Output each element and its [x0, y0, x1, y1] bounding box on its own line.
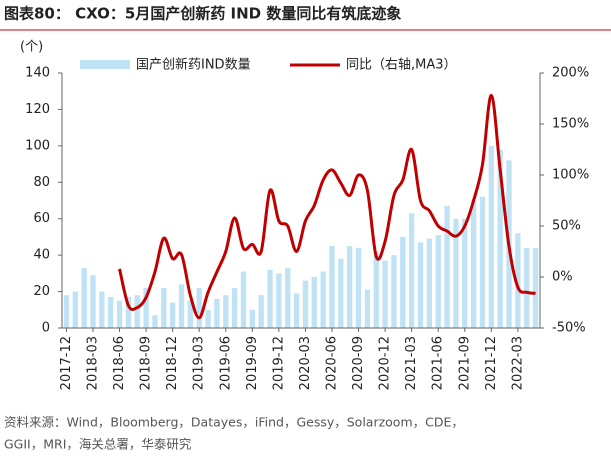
bar	[240, 271, 247, 328]
x-tick-label: 2022-03	[510, 336, 525, 390]
y-tick-label: 0	[42, 321, 50, 336]
bar	[205, 309, 211, 328]
bar	[63, 295, 70, 328]
bar	[382, 260, 388, 328]
x-tick-label: 2020-12	[378, 336, 393, 390]
x-tick-label: 2020-09	[351, 336, 366, 390]
bar	[391, 255, 397, 328]
legend-label: 国产创新药IND数量	[136, 57, 251, 73]
y2-tick-label: 0%	[552, 270, 573, 285]
x-tick-label: 2019-03	[192, 336, 207, 390]
y2-tick-label: -50%	[552, 321, 586, 336]
bar	[116, 300, 123, 328]
y2-tick-label: 50%	[552, 219, 581, 234]
bar	[329, 246, 335, 328]
bar	[293, 293, 300, 328]
bar	[108, 297, 114, 328]
bar	[426, 238, 433, 328]
x-tick-label: 2018-03	[85, 336, 100, 390]
bar	[214, 298, 220, 328]
bar	[81, 267, 87, 328]
y-tick-label: 20	[33, 284, 50, 299]
bar	[302, 280, 309, 328]
bar	[488, 145, 494, 328]
bar	[417, 242, 424, 328]
x-tick-label: 2017-12	[59, 336, 74, 390]
y-tick-label: 140	[25, 66, 50, 81]
x-tick-label: 2021-09	[457, 336, 472, 390]
bar	[161, 287, 167, 328]
x-tick-label: 2021-12	[484, 336, 499, 390]
bar	[347, 246, 353, 328]
bar	[178, 284, 185, 328]
bar	[285, 267, 291, 328]
x-tick-label: 2021-03	[404, 336, 419, 390]
bar	[134, 295, 140, 328]
line	[118, 93, 536, 320]
bar	[444, 205, 450, 328]
bar	[231, 287, 238, 328]
x-tick-label: 2018-09	[139, 336, 154, 390]
source-line-1: 资料来源：Wind，Bloomberg，Datayes，iFind，Gessy，…	[4, 415, 464, 430]
legend-swatch	[80, 60, 130, 69]
y-tick-label: 80	[33, 175, 50, 190]
bar	[187, 300, 194, 328]
x-tick-label: 2018-06	[112, 336, 127, 390]
x-tick-label: 2018-12	[165, 336, 180, 390]
y2-tick-label: 150%	[552, 117, 589, 132]
bar	[152, 315, 158, 328]
bar	[338, 258, 344, 328]
y-tick-label: 120	[25, 102, 50, 117]
bar	[169, 302, 176, 328]
bar	[72, 291, 78, 328]
x-tick-label: 2020-03	[298, 336, 313, 390]
x-tick-label: 2019-06	[218, 336, 233, 390]
bar	[497, 149, 503, 328]
bar	[223, 295, 229, 328]
bar	[435, 235, 441, 328]
bar	[364, 289, 371, 328]
bar	[470, 200, 477, 328]
legend-label: 同比（右轴,MA3）	[346, 58, 457, 73]
x-tick-label: 2020-06	[324, 336, 339, 390]
bar	[462, 218, 468, 328]
x-tick-label: 2021-06	[431, 336, 446, 390]
bar	[453, 218, 459, 328]
bar	[320, 271, 326, 328]
bar	[373, 251, 379, 328]
bar	[355, 247, 362, 328]
bar	[400, 236, 406, 328]
y-tick-label: 40	[33, 248, 50, 263]
bar	[276, 273, 282, 328]
bar	[479, 196, 486, 328]
bar	[258, 295, 264, 328]
bar	[524, 247, 530, 328]
bar	[532, 247, 539, 328]
bar	[267, 269, 273, 328]
y2-tick-label: 100%	[552, 168, 589, 183]
bar	[249, 309, 255, 328]
x-tick-label: 2019-12	[271, 336, 286, 390]
bar	[311, 277, 317, 328]
chart-title: 图表80： CXO：5月国产创新药 IND 数量同比有筑底迹象	[4, 5, 401, 23]
bar	[99, 291, 105, 328]
y2-tick-label: 200%	[552, 66, 589, 81]
y-axis-label: (个)	[20, 40, 43, 55]
bar	[515, 233, 521, 328]
y-tick-label: 60	[33, 211, 50, 226]
source-line-2: GGII，MRI，海关总署，华泰研究	[4, 437, 192, 452]
bar	[408, 213, 415, 328]
bar	[143, 287, 149, 328]
bar	[125, 297, 132, 328]
y-tick-label: 100	[25, 138, 50, 153]
bar	[90, 275, 96, 328]
x-tick-label: 2019-09	[245, 336, 260, 390]
bar	[196, 287, 202, 328]
